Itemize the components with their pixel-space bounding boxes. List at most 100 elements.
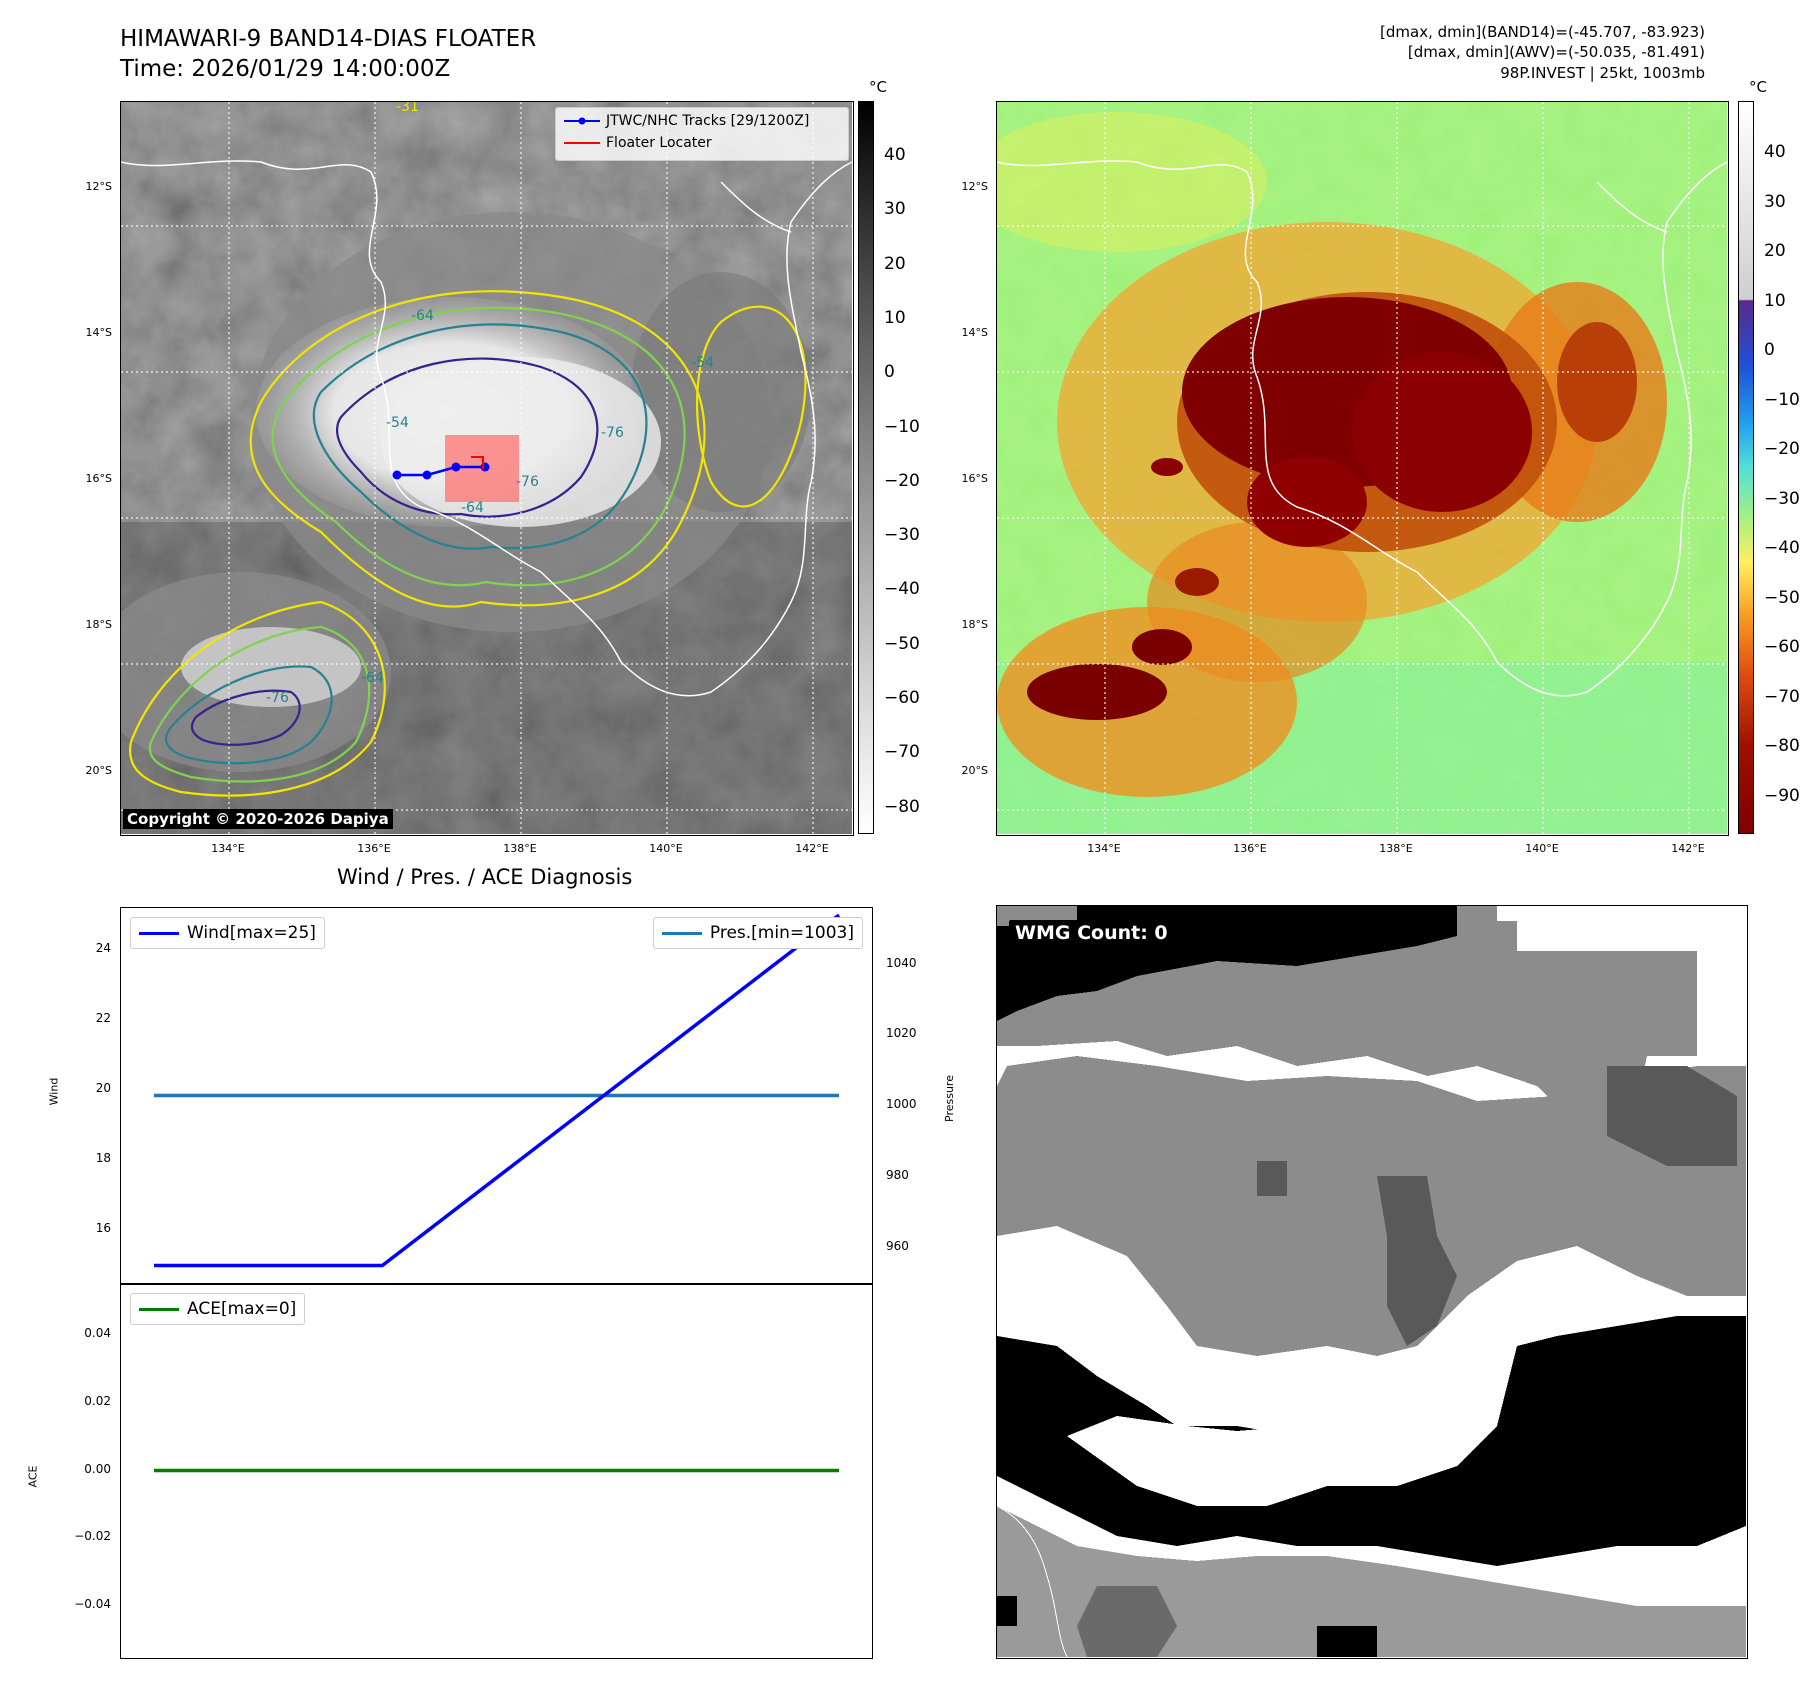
wind-axis-label: Wind bbox=[47, 1077, 61, 1106]
ace-legend-swatch bbox=[139, 1307, 179, 1311]
contour-label: -76 bbox=[601, 425, 624, 441]
diagnosis-title: Wind / Pres. / ACE Diagnosis bbox=[337, 865, 633, 889]
contour-label: -64 bbox=[461, 500, 484, 516]
wind-tick-label: 22 bbox=[95, 1011, 111, 1026]
map-lon-tick: 136°E bbox=[357, 842, 391, 855]
gray-colorbar-tick: 20 bbox=[884, 253, 906, 274]
wind-legend-swatch bbox=[139, 931, 179, 935]
awv-colorbar-tick: −70 bbox=[1764, 686, 1800, 707]
awv-colorbar-tick: −40 bbox=[1764, 538, 1800, 558]
ace-tick-label: 0.02 bbox=[84, 1393, 111, 1408]
gray-colorbar-tick: 30 bbox=[884, 199, 906, 220]
contour-label: -31 bbox=[396, 102, 419, 115]
wind-tick-label: 20 bbox=[95, 1081, 111, 1096]
map-lat-tick: 20°S bbox=[961, 764, 988, 777]
gray-colorbar-tick: −10 bbox=[884, 416, 920, 437]
map-lon-tick: 140°E bbox=[1525, 842, 1559, 855]
ace-legend-label: ACE[max=0] bbox=[187, 1299, 297, 1319]
map-lat-tick: 20°S bbox=[85, 764, 112, 777]
awv-colorbar-tick: 40 bbox=[1764, 142, 1786, 162]
track-point bbox=[480, 462, 490, 472]
contour-label: -64 bbox=[411, 308, 434, 324]
map-legend: JTWC/NHC Tracks [29/1200Z] Floater Locat… bbox=[555, 107, 849, 161]
pressure-axis-label: Pressure bbox=[942, 1075, 956, 1122]
map-lon-tick: 142°E bbox=[1671, 842, 1705, 855]
map-lat-tick: 14°S bbox=[85, 326, 112, 339]
map-lat-tick: 16°S bbox=[85, 472, 112, 485]
track-point bbox=[392, 470, 402, 480]
storm-info: 98P.INVEST | 25kt, 1003mb bbox=[1500, 64, 1705, 82]
wind-legend-label: Wind[max=25] bbox=[187, 923, 316, 943]
pressure-tick-label: 1040 bbox=[886, 955, 917, 970]
contour-label: -76 bbox=[516, 474, 539, 490]
copyright-label: Copyright © 2020-2026 Dapiya bbox=[123, 809, 393, 829]
pressure-tick-label: 980 bbox=[886, 1167, 909, 1182]
wmg-map bbox=[997, 906, 1746, 1658]
wind-tick-label: 24 bbox=[95, 941, 111, 956]
ace-panel: ACE[max=0] bbox=[120, 1283, 873, 1659]
wind-tick-label: 16 bbox=[95, 1221, 111, 1236]
ace-tick-label: 0.04 bbox=[84, 1325, 111, 1340]
awv-colorbar-tick: −90 bbox=[1764, 785, 1800, 806]
gray-colorbar-tick: −50 bbox=[884, 633, 920, 654]
wmg-panel: WMG Count: 0 bbox=[996, 905, 1748, 1659]
contour-label: -76 bbox=[266, 690, 289, 706]
figure-title: HIMAWARI-9 BAND14-DIAS FLOATER bbox=[120, 26, 537, 52]
map-lon-tick: 138°E bbox=[1379, 842, 1413, 855]
awv-colorbar-unit: °C bbox=[1749, 78, 1767, 96]
awv-map bbox=[997, 102, 1728, 834]
wmg-count-label: WMG Count: 0 bbox=[1009, 920, 1174, 946]
ace-tick-label: −0.04 bbox=[74, 1597, 111, 1612]
gray-colorbar-tick: −60 bbox=[884, 688, 920, 708]
track-point bbox=[422, 470, 432, 480]
contour-label: -54 bbox=[691, 355, 714, 371]
awv-colorbar bbox=[1738, 101, 1754, 834]
map-lon-tick: 134°E bbox=[1087, 842, 1121, 855]
contour-label: -64 bbox=[361, 670, 384, 686]
awv-colorbar-tick: 10 bbox=[1764, 290, 1786, 311]
jtwc-track-line bbox=[397, 465, 485, 477]
awv-colorbar-tick: −80 bbox=[1764, 736, 1800, 756]
band14-map-panel: -31 -64 -54 -76 -64 -76 -64 -76 -54 JTWC… bbox=[120, 101, 854, 836]
gray-colorbar bbox=[858, 101, 874, 834]
wind-pressure-panel: Wind[max=25] Pres.[min=1003] bbox=[120, 907, 873, 1285]
awv-colorbar-tick: −50 bbox=[1764, 587, 1800, 608]
map-lat-tick: 18°S bbox=[961, 618, 988, 631]
pressure-legend-swatch bbox=[661, 931, 702, 935]
stats-band14: [dmax, dmin](BAND14)=(-45.707, -83.923) bbox=[1380, 23, 1705, 41]
map-lon-tick: 140°E bbox=[649, 842, 683, 855]
legend-track-label: JTWC/NHC Tracks [29/1200Z] bbox=[606, 113, 810, 129]
gray-colorbar-tick: 10 bbox=[884, 307, 906, 328]
awv-colorbar-tick: −60 bbox=[1764, 637, 1800, 657]
ace-plot bbox=[154, 1468, 839, 1473]
band14-map: -31 -64 -54 -76 -64 -76 -64 -76 -54 bbox=[121, 102, 853, 834]
wind-tick-label: 18 bbox=[95, 1151, 111, 1166]
map-lat-tick: 18°S bbox=[85, 618, 112, 631]
wind-pressure-plot bbox=[154, 913, 841, 1268]
awv-colorbar-tick: 30 bbox=[1764, 191, 1786, 212]
pressure-tick-label: 960 bbox=[886, 1238, 909, 1253]
ace-tick-label: 0.00 bbox=[84, 1461, 111, 1476]
gray-colorbar-tick: 40 bbox=[884, 145, 906, 165]
map-lat-tick: 12°S bbox=[85, 180, 112, 193]
awv-colorbar-tick: −20 bbox=[1764, 439, 1800, 459]
awv-colorbar-tick: −30 bbox=[1764, 488, 1800, 509]
map-lat-tick: 16°S bbox=[961, 472, 988, 485]
gray-colorbar-tick: −20 bbox=[884, 470, 920, 491]
awv-map-panel bbox=[996, 101, 1729, 836]
gray-colorbar-tick: −80 bbox=[884, 796, 920, 817]
gray-colorbar-tick: −30 bbox=[884, 525, 920, 546]
track-point bbox=[451, 462, 461, 472]
map-lat-tick: 12°S bbox=[961, 180, 988, 193]
wind-series-line bbox=[154, 913, 841, 1268]
map-lat-tick: 14°S bbox=[961, 326, 988, 339]
pressure-tick-label: 1000 bbox=[886, 1097, 917, 1112]
ace-legend: ACE[max=0] bbox=[130, 1293, 306, 1325]
figure-time: Time: 2026/01/29 14:00:00Z bbox=[120, 56, 451, 82]
gray-colorbar-unit: °C bbox=[869, 78, 887, 96]
gray-colorbar-tick: 0 bbox=[884, 362, 895, 383]
pressure-tick-label: 1020 bbox=[886, 1026, 917, 1041]
stats-awv: [dmax, dmin](AWV)=(-50.035, -81.491) bbox=[1407, 43, 1705, 61]
awv-colorbar-tick: 0 bbox=[1764, 340, 1775, 360]
contour-label: -54 bbox=[386, 415, 409, 431]
